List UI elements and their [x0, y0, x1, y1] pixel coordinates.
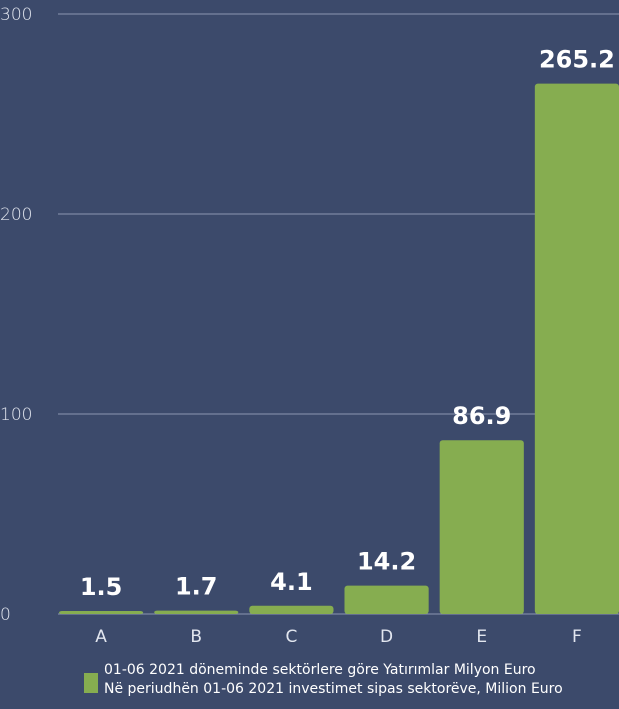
data-label-E: 86.9 — [452, 402, 511, 430]
bar-F — [534, 83, 619, 615]
data-label-B: 1.7 — [175, 573, 218, 601]
x-axis-categories: A B C D E F — [95, 627, 582, 647]
data-label-C: 4.1 — [270, 568, 313, 596]
y-axis-ticks: 0 100 200 300 — [0, 5, 32, 625]
bar-B — [154, 610, 239, 614]
bar-C — [249, 605, 334, 614]
data-label-D: 14.2 — [357, 548, 416, 576]
data-label-A: 1.5 — [80, 573, 123, 601]
bar-E — [439, 440, 524, 614]
legend-text: 01-06 2021 döneminde sektörlere göre Yat… — [104, 661, 563, 699]
y-tick-label: 300 — [0, 5, 32, 25]
y-tick-label: 200 — [0, 205, 32, 225]
y-tick-label: 100 — [0, 405, 32, 425]
bars — [59, 83, 619, 615]
legend-line-2: Në periudhën 01-06 2021 investimet sipas… — [104, 681, 563, 697]
data-label-F: 265.2 — [539, 46, 615, 74]
category-label-C: C — [285, 627, 297, 647]
bar-D — [344, 585, 429, 614]
category-label-A: A — [95, 627, 107, 647]
gridlines — [58, 13, 619, 615]
bar-A — [59, 611, 144, 614]
data-labels: 1.5 1.7 4.1 14.2 86.9 265.2 — [80, 46, 615, 601]
y-tick-label: 0 — [0, 605, 11, 625]
legend-swatch — [84, 673, 98, 693]
category-label-B: B — [190, 627, 202, 647]
legend: 01-06 2021 döneminde sektörlere göre Yat… — [84, 661, 563, 699]
category-label-E: E — [476, 627, 487, 647]
category-label-F: F — [572, 627, 582, 647]
legend-line-1: 01-06 2021 döneminde sektörlere göre Yat… — [104, 662, 536, 678]
category-label-D: D — [380, 627, 393, 647]
